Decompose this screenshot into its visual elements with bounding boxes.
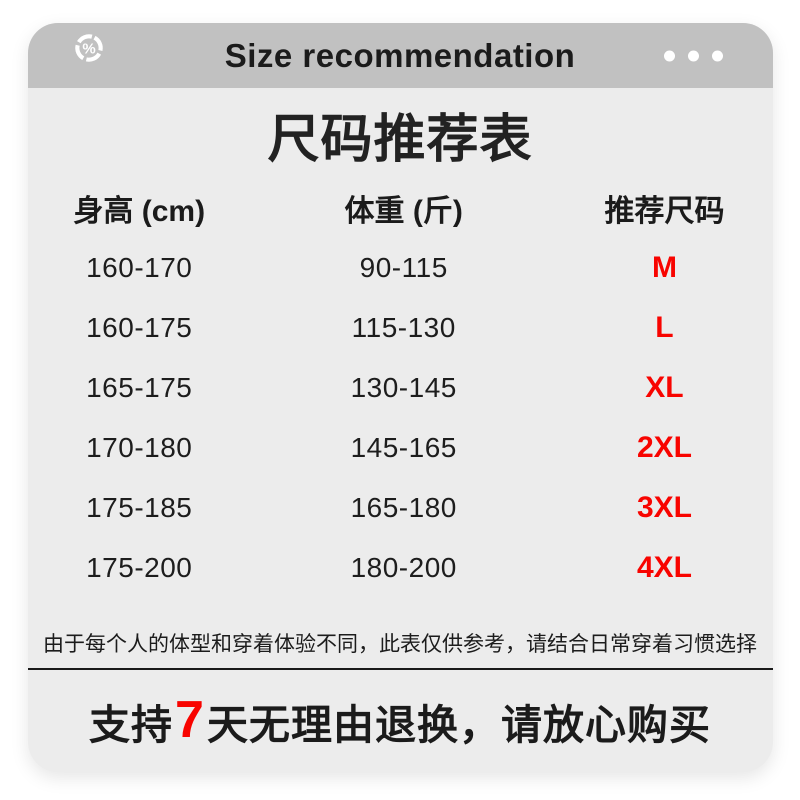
note-text: 由于每个人的体型和穿着体验不同，此表仅供参考，请结合日常穿着习惯选择 [43, 633, 757, 656]
footer-text-suffix: 天无理由退换，请放心购买 [206, 702, 711, 748]
card-header: % Size recommendation [27, 23, 773, 88]
table-row-5-height: 175-200 [86, 552, 193, 583]
footer-banner: 支持 7 天无理由退换，请放心购买 [28, 670, 773, 772]
divider-line [27, 668, 773, 670]
footer-text-prefix: 支持 [89, 702, 174, 748]
percent-discount-ring-icon: % [74, 33, 104, 63]
dot-icon [663, 50, 675, 61]
table-row-5-size: 4XL [636, 551, 692, 584]
table-row-0-size: M [651, 251, 677, 284]
svg-text:%: % [82, 40, 95, 57]
column-header-size: 推荐尺码 [604, 195, 725, 228]
table-row-1-height: 160-175 [86, 312, 193, 343]
footer-highlight-7: 7 [175, 691, 205, 749]
dot-icon [687, 50, 699, 61]
table-row-0-weight: 90-115 [359, 252, 448, 283]
table-row-2-height: 165-175 [86, 372, 193, 403]
table-row-1-size: L [655, 311, 674, 344]
dot-icon [711, 50, 723, 61]
size-table: 身高 (cm) 体重 (斤) 推荐尺码 160-170 90-115 M 160… [28, 178, 773, 598]
size-recommendation-card: % Size recommendation 尺码推荐表 身高 (cm) 体重 (… [27, 23, 773, 772]
table-row-2-weight: 130-145 [350, 372, 457, 403]
table-row-4-height: 175-185 [86, 492, 193, 523]
table-row-5-weight: 180-200 [350, 552, 457, 583]
table-row-4-size: 3XL [636, 491, 692, 524]
table-row-3-size: 2XL [636, 431, 692, 464]
page: { "header": { "title": "Size recommendat… [0, 23, 800, 800]
table-row-4-weight: 165-180 [350, 492, 457, 523]
header-title: Size recommendation [224, 36, 576, 74]
table-row-3-height: 170-180 [86, 432, 193, 463]
column-header-weight: 体重 (斤) [344, 195, 463, 228]
table-row-0-height: 160-170 [86, 252, 193, 283]
table-row-2-size: XL [645, 371, 684, 404]
table-row-3-weight: 145-165 [350, 432, 457, 463]
column-header-height: 身高 (cm) [73, 195, 206, 228]
table-title: 尺码推荐表 [267, 111, 533, 169]
three-dots-menu-icon [663, 50, 723, 61]
table-row-1-weight: 115-130 [351, 312, 456, 343]
